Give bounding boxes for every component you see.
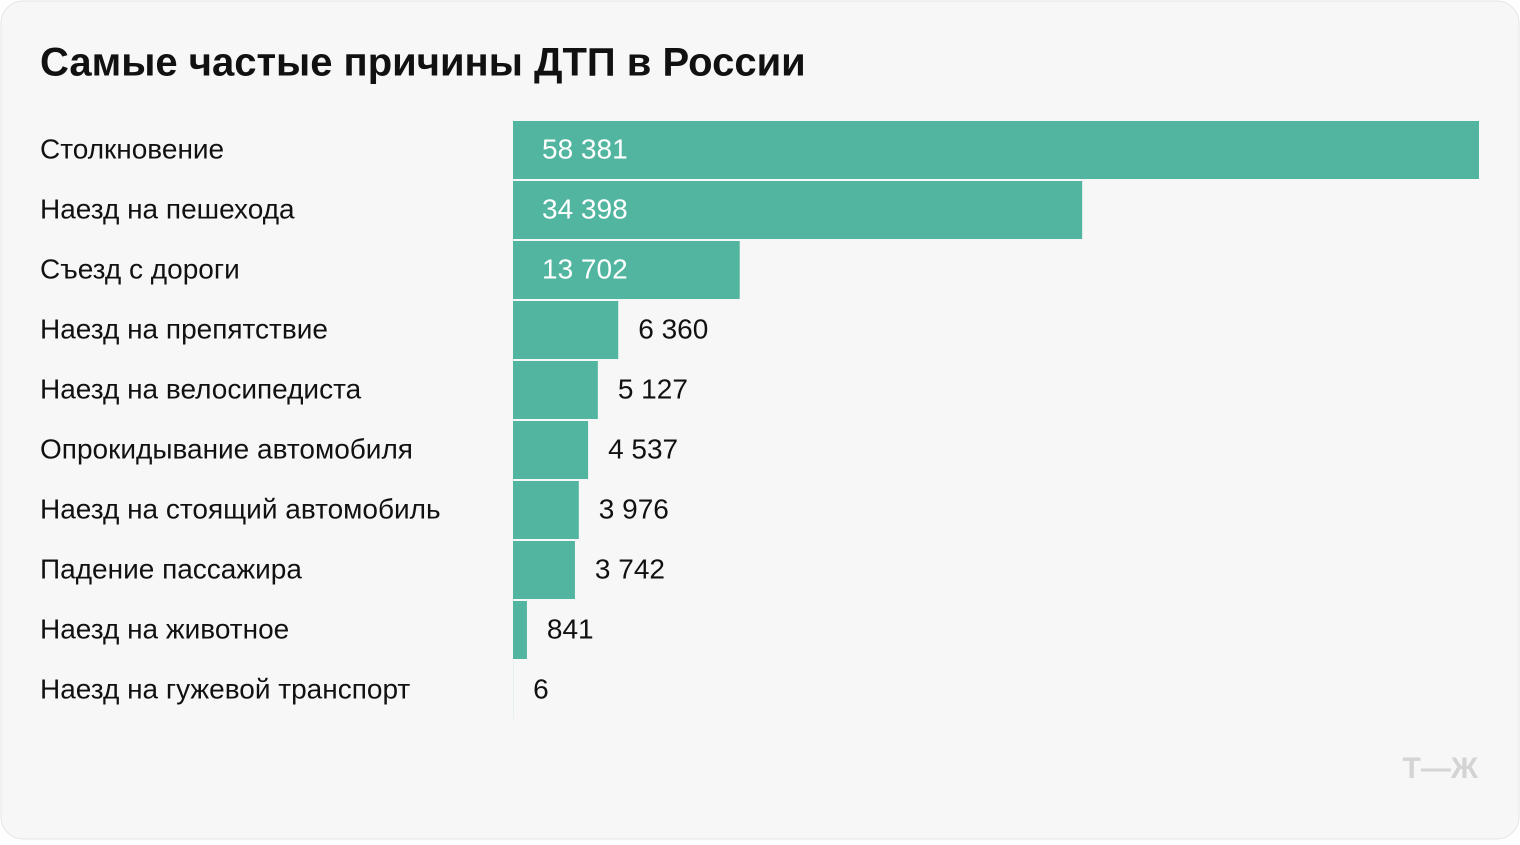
value-label: 13 702 <box>542 253 628 284</box>
bar <box>513 601 527 659</box>
category-label: Наезд на препятствие <box>40 313 328 344</box>
bar <box>513 121 1479 179</box>
value-label: 841 <box>547 613 594 644</box>
bar <box>513 301 618 359</box>
logo: Т—Ж <box>1403 752 1479 785</box>
category-label: Наезд на пешехода <box>40 193 295 224</box>
category-label: Опрокидывание автомобиля <box>40 433 413 464</box>
value-label: 34 398 <box>542 193 628 224</box>
bar <box>513 481 579 539</box>
category-label: Наезд на животное <box>40 613 289 644</box>
category-label: Наезд на велосипедиста <box>40 373 362 404</box>
value-label: 6 <box>533 673 549 704</box>
value-label: 6 360 <box>638 313 708 344</box>
category-label: Столкновение <box>40 133 224 164</box>
value-label: 4 537 <box>608 433 678 464</box>
category-label: Наезд на стоящий автомобиль <box>40 493 441 524</box>
bar <box>513 541 575 599</box>
category-label: Падение пассажира <box>40 553 302 584</box>
value-label: 5 127 <box>618 373 688 404</box>
value-label: 58 381 <box>542 133 628 164</box>
value-label: 3 742 <box>595 553 665 584</box>
bar <box>513 421 588 479</box>
chart-title: Самые частые причины ДТП в России <box>40 41 806 85</box>
value-label: 3 976 <box>599 493 669 524</box>
category-label: Съезд с дороги <box>40 253 240 284</box>
bar <box>513 361 598 419</box>
category-label: Наезд на гужевой транспорт <box>40 673 410 704</box>
